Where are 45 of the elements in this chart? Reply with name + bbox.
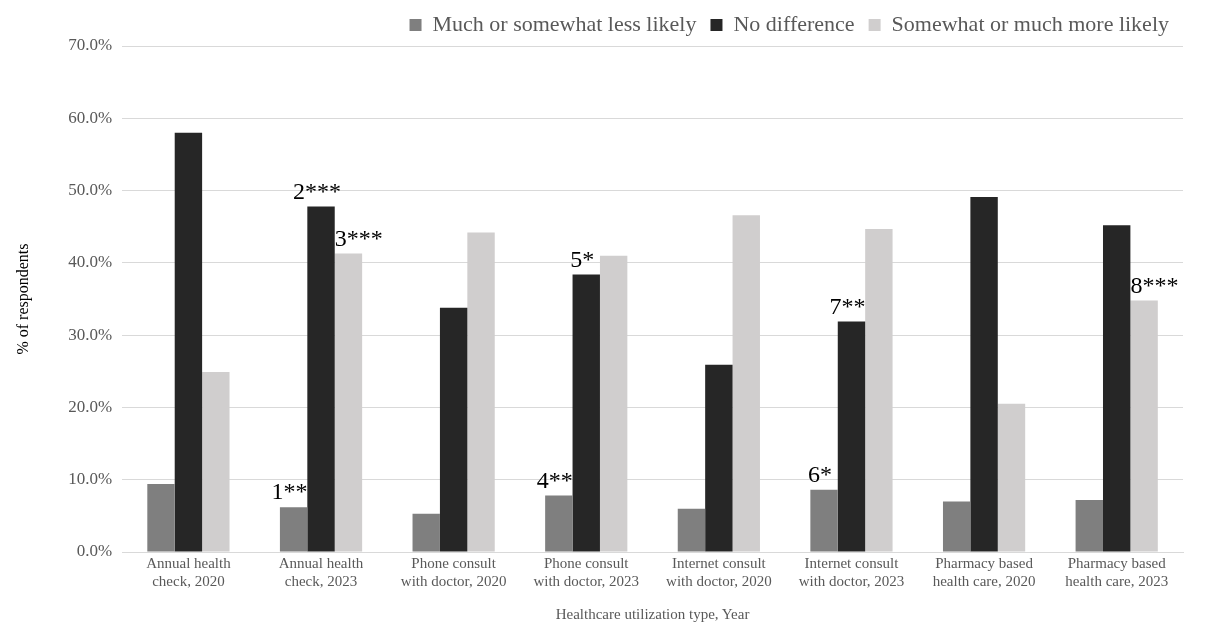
bar: [147, 484, 175, 552]
annotation: 8***: [1130, 271, 1179, 298]
bar: [705, 364, 733, 552]
y-tick-label: 30.0%: [68, 324, 113, 344]
x-tick-label: Pharmacy based health care, 2023: [1065, 554, 1169, 589]
bar: [545, 495, 573, 552]
x-tick-label: Phone consult with doctor, 2023: [533, 554, 640, 589]
x-tick-label: Internet consult with doctor, 2023: [798, 554, 905, 589]
bar: [174, 132, 203, 552]
x-tick-label: Annual health check, 2020: [146, 554, 232, 589]
x-tick-label: Phone consult with doctor, 2020: [400, 554, 507, 589]
annotation: 1**: [271, 478, 308, 505]
bar: [837, 321, 866, 552]
y-tick-label: 70.0%: [68, 35, 113, 55]
bar: [307, 206, 335, 552]
x-tick-label: Pharmacy based health care, 2020: [932, 554, 1036, 589]
annotation: 4**: [536, 466, 573, 493]
bar: [942, 501, 971, 552]
annotation: 2***: [293, 177, 342, 204]
y-tick-label: 60.0%: [68, 107, 113, 127]
bar: [439, 307, 468, 552]
annotation: 5*: [570, 245, 595, 272]
annotation: 3***: [334, 224, 383, 251]
annotation: 7**: [829, 292, 866, 319]
x-tick-label: Annual health check, 2023: [278, 554, 364, 589]
bar: [412, 513, 440, 552]
y-tick-label: 40.0%: [68, 252, 113, 272]
x-tick-label: Internet consult with doctor, 2020: [666, 554, 772, 589]
bar: [1102, 225, 1131, 552]
legend-label: Much or somewhat less likely: [432, 10, 697, 36]
y-axis-title: % of respondents: [13, 243, 32, 355]
y-tick-label: 50.0%: [68, 180, 113, 200]
legend-label: Somewhat or much more likely: [891, 10, 1170, 36]
bar: [970, 197, 998, 552]
y-tick-label: 20.0%: [68, 396, 113, 416]
bar: [1075, 499, 1103, 552]
legend-label: No difference: [733, 10, 855, 36]
bar: [279, 507, 308, 552]
bar: [810, 489, 838, 552]
bar: [677, 508, 706, 552]
y-tick-label: 0.0%: [76, 541, 113, 561]
annotation: 6*: [808, 461, 833, 488]
y-tick-label: 10.0%: [68, 469, 113, 489]
x-axis-title: Healthcare utilization type, Year: [555, 605, 750, 622]
bar: [572, 274, 600, 552]
